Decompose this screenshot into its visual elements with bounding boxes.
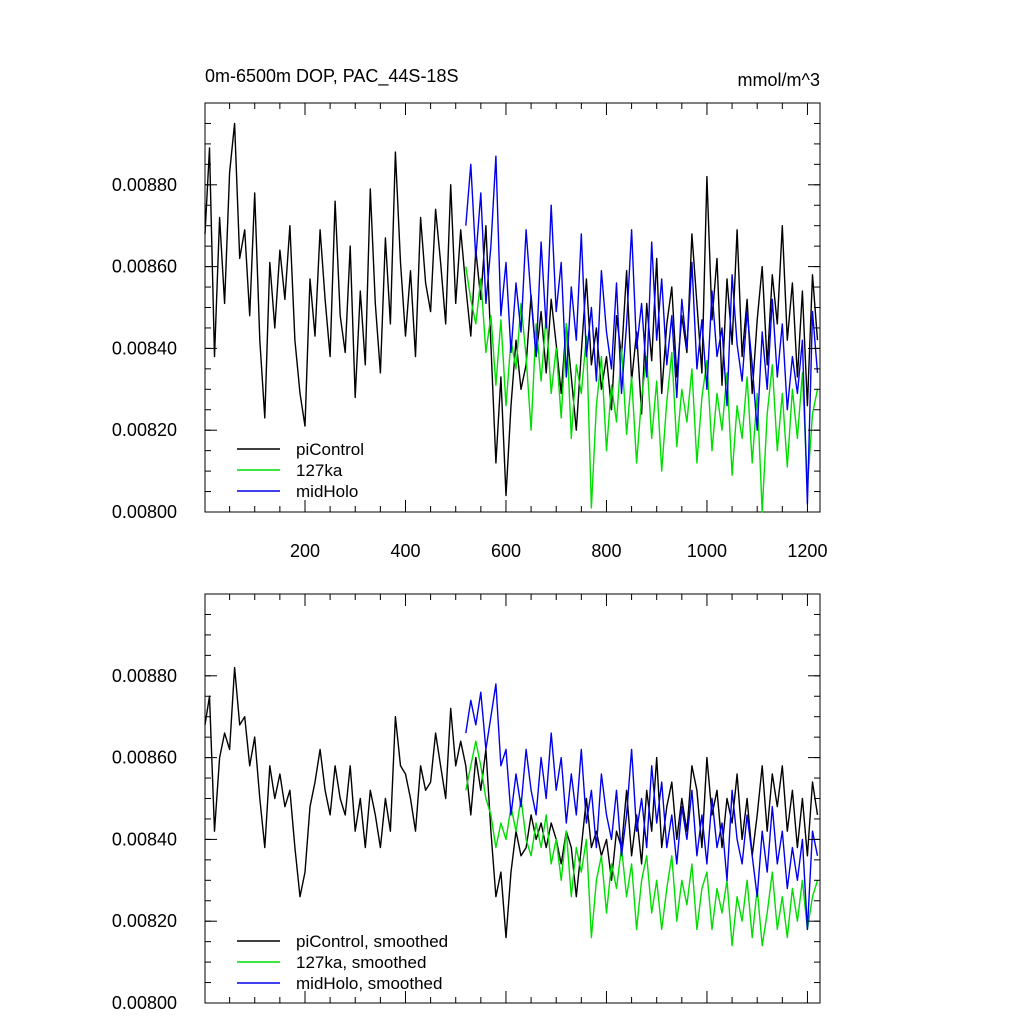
y-tick-label: 0.00820 <box>112 911 177 931</box>
legend: piControl 127ka midHolo <box>237 440 364 501</box>
series-layer <box>204 666 819 947</box>
series-line-127ka-smoothed <box>465 740 819 947</box>
series-line-midholo <box>465 155 819 505</box>
y-tick-label: 0.00840 <box>112 338 177 358</box>
y-tick-label: 0.00860 <box>112 257 177 277</box>
chart-panel-top: 0m-6500m DOP, PAC_44S-18S mmol/m^3 200 40… <box>112 66 828 561</box>
x-tick-labels: 200 400 600 800 1000 1200 <box>290 541 827 561</box>
y-tick-labels: 0.00800 0.00820 0.00840 0.00860 0.00880 <box>112 666 177 1013</box>
ticks-layer <box>205 593 820 1004</box>
legend-label-midholo-smoothed: midHolo, smoothed <box>296 974 442 993</box>
x-tick-label: 400 <box>390 541 420 561</box>
y-tick-label: 0.00860 <box>112 748 177 768</box>
series-line-127ka <box>465 266 819 513</box>
y-tick-label: 0.00800 <box>112 502 177 522</box>
legend-label-picontrol-smoothed: piControl, smoothed <box>296 932 448 951</box>
series-line-midholo-smoothed <box>465 683 819 931</box>
chart-title: 0m-6500m DOP, PAC_44S-18S <box>205 66 458 87</box>
legend-label-127ka-smoothed: 127ka, smoothed <box>296 953 426 972</box>
legend: piControl, smoothed 127ka, smoothed midH… <box>237 932 448 993</box>
ticks-layer <box>205 102 820 513</box>
y-tick-label: 0.00880 <box>112 175 177 195</box>
legend-label-127ka: 127ka <box>296 461 343 480</box>
y-tick-labels: 0.00800 0.00820 0.00840 0.00860 0.00880 <box>112 175 177 522</box>
y-tick-label: 0.00840 <box>112 829 177 849</box>
legend-label-midholo: midHolo <box>296 482 358 501</box>
y-tick-label: 0.00880 <box>112 666 177 686</box>
x-tick-label: 1200 <box>787 541 827 561</box>
y-tick-label: 0.00800 <box>112 993 177 1013</box>
series-layer <box>204 122 819 513</box>
series-line-picontrol-smoothed <box>204 666 819 939</box>
x-tick-label: 1000 <box>687 541 727 561</box>
y-tick-label: 0.00820 <box>112 420 177 440</box>
legend-label-picontrol: piControl <box>296 440 364 459</box>
chart-panel-bottom: 0.00800 0.00820 0.00840 0.00860 0.00880 piCo… <box>112 593 821 1013</box>
x-tick-label: 200 <box>290 541 320 561</box>
series-line-picontrol <box>204 122 819 497</box>
units-label: mmol/m^3 <box>738 70 820 90</box>
x-tick-label: 800 <box>591 541 621 561</box>
x-tick-label: 600 <box>491 541 521 561</box>
